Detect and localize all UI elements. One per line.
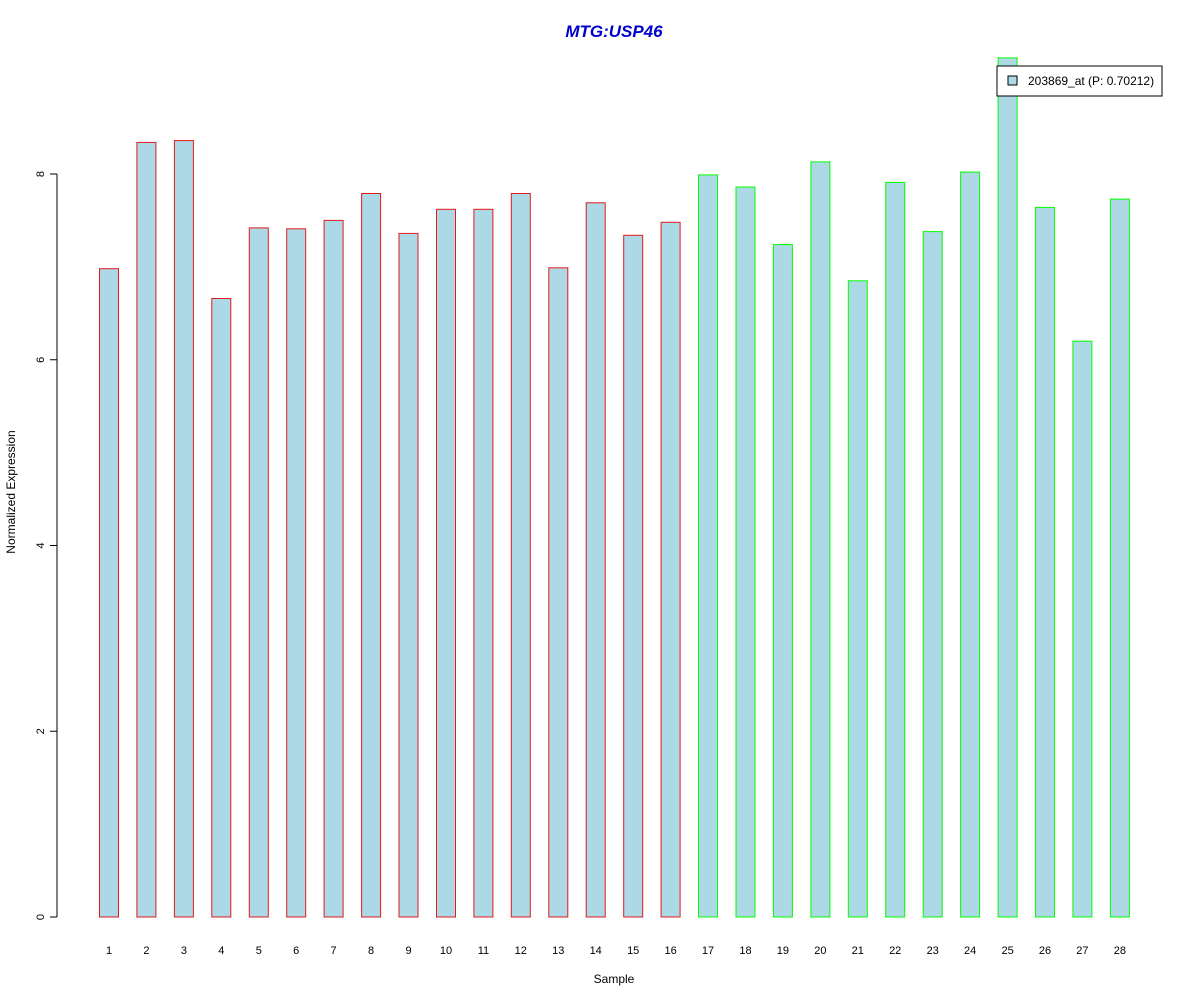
bar-sample-4	[211, 298, 232, 918]
bar-sample-14	[585, 202, 606, 918]
y-tick-label: 0	[35, 914, 47, 920]
bar-sample-9	[398, 232, 419, 918]
x-tick-label: 1	[106, 945, 112, 957]
x-tick-label: 8	[368, 945, 374, 957]
y-tick-label: 2	[35, 728, 47, 734]
bar-sample-23	[922, 231, 943, 918]
x-tick-label: 27	[1076, 945, 1088, 957]
x-tick-label: 9	[405, 945, 411, 957]
bar-sample-1	[99, 268, 119, 918]
x-tick-label: 12	[515, 945, 527, 957]
bar-sample-24	[960, 171, 981, 918]
bar-sample-5	[248, 227, 269, 918]
x-tick-label: 4	[218, 945, 224, 957]
y-axis-label: Normalized Expression	[4, 430, 18, 553]
bar-sample-13	[548, 267, 569, 918]
x-tick-label: 20	[814, 945, 826, 957]
x-tick-label: 14	[590, 945, 602, 957]
x-tick-label: 13	[552, 945, 564, 957]
y-tick-label: 8	[35, 171, 47, 177]
x-tick-label: 5	[256, 945, 262, 957]
bar-sample-27	[1072, 340, 1093, 918]
bar-sample-21	[847, 280, 868, 918]
y-tick-label: 4	[35, 542, 47, 548]
legend-box	[996, 65, 1163, 97]
x-tick-label: 19	[777, 945, 789, 957]
bar-sample-19	[772, 244, 793, 918]
bar-sample-6	[286, 228, 307, 918]
bar-sample-2	[136, 141, 157, 918]
bar-sample-18	[735, 186, 756, 918]
x-tick-label: 3	[181, 945, 187, 957]
bar-sample-17	[698, 174, 718, 918]
chart-title: MTG:USP46	[565, 22, 663, 41]
bar-sample-25	[997, 57, 1018, 918]
bar-sample-15	[623, 234, 644, 918]
bar-sample-12	[510, 193, 531, 918]
x-tick-label: 7	[331, 945, 337, 957]
x-tick-label: 22	[889, 945, 901, 957]
x-tick-label: 6	[293, 945, 299, 957]
bars-group	[99, 57, 1130, 918]
x-tick-label: 11	[478, 945, 489, 957]
x-tick-label: 23	[927, 945, 939, 957]
bar-sample-28	[1109, 198, 1130, 918]
x-tick-label: 15	[627, 945, 639, 957]
x-tick-label: 18	[739, 945, 751, 957]
bar-sample-7	[323, 219, 344, 918]
x-tick-labels: 1 2 3 4 5 6 7 8 9 10 11 12 13 14 15 16 17 18 19 20 21 22 23 24 2…	[106, 945, 1126, 957]
bar-sample-10	[436, 208, 456, 918]
x-tick-label: 25	[1001, 945, 1013, 957]
y-axis: 0 2 4 6 8	[35, 171, 58, 920]
y-tick-label: 6	[35, 357, 47, 363]
x-tick-label: 2	[143, 945, 149, 957]
legend: 203869_at (P: 0.70212)	[996, 65, 1163, 97]
bar-sample-20	[810, 161, 831, 918]
x-tick-label: 21	[852, 945, 864, 957]
legend-label: 203869_at (P: 0.70212)	[1028, 74, 1154, 88]
bar-sample-22	[885, 181, 906, 918]
x-tick-label: 26	[1039, 945, 1051, 957]
bar-sample-11	[473, 208, 494, 918]
bar-sample-8	[361, 193, 382, 918]
x-tick-label: 28	[1114, 945, 1126, 957]
bar-sample-3	[173, 140, 194, 918]
x-tick-label: 17	[702, 945, 714, 957]
x-tick-label: 16	[664, 945, 676, 957]
x-tick-label: 10	[440, 945, 452, 957]
legend-swatch	[1007, 75, 1018, 86]
bar-sample-16	[660, 221, 681, 918]
bar-sample-26	[1035, 206, 1055, 918]
x-tick-label: 24	[964, 945, 976, 957]
x-axis-label: Sample	[594, 972, 635, 986]
